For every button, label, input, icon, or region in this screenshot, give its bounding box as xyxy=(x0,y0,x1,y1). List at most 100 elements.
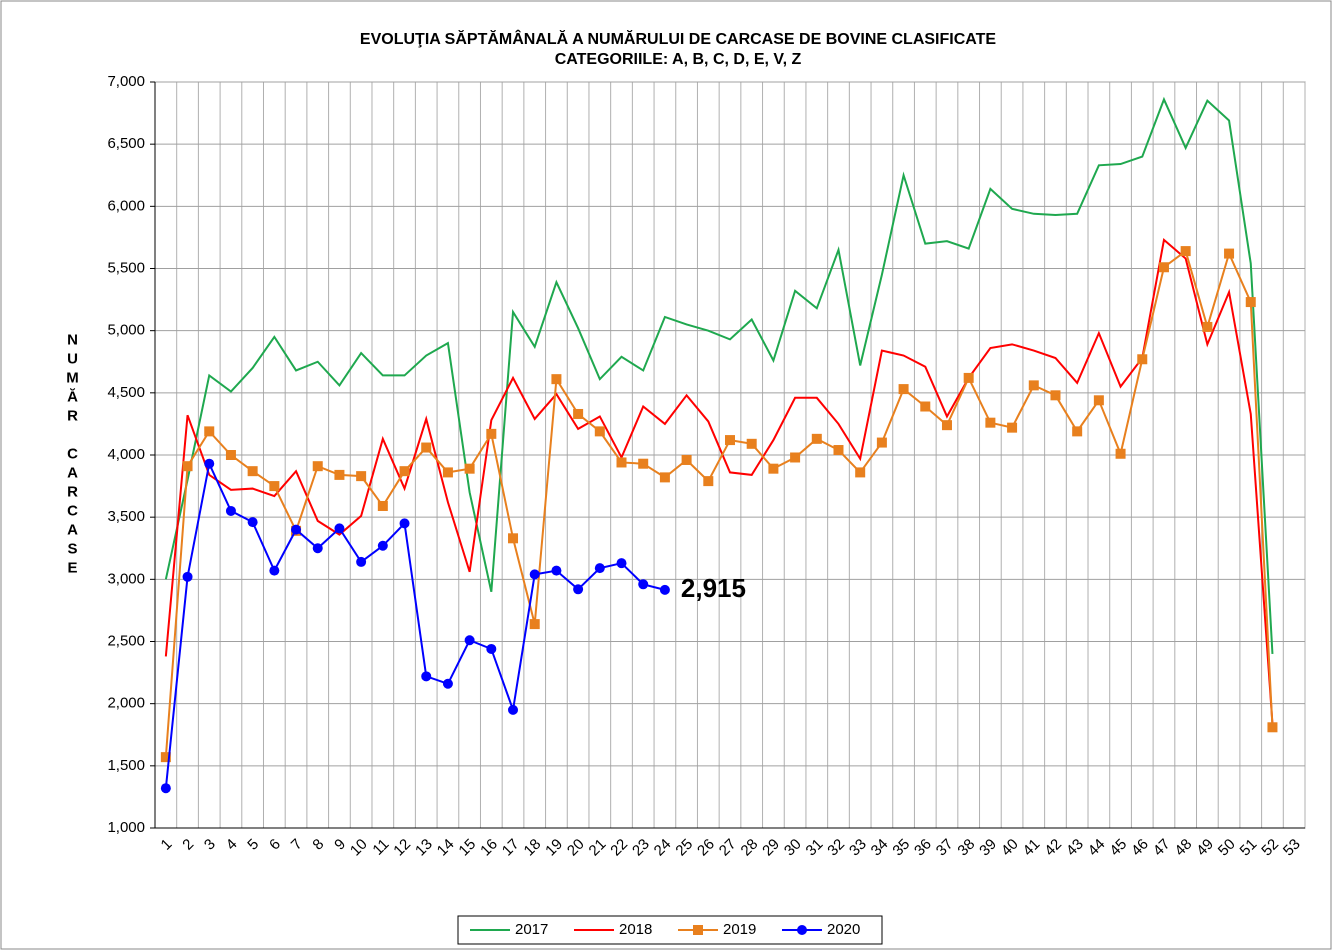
marker xyxy=(1028,380,1039,391)
marker xyxy=(182,571,193,582)
marker xyxy=(1072,426,1083,437)
marker xyxy=(421,671,432,682)
legend-label: 2017 xyxy=(515,921,548,938)
marker xyxy=(334,523,345,534)
legend-label: 2018 xyxy=(619,921,652,938)
marker xyxy=(334,469,345,480)
marker xyxy=(204,458,215,469)
y-tick-label: 6,500 xyxy=(107,135,145,152)
marker xyxy=(920,401,931,412)
marker xyxy=(693,925,703,935)
y-axis-label: NUMĂR CARCASE xyxy=(64,332,81,579)
marker xyxy=(703,476,714,487)
marker xyxy=(356,471,367,482)
marker xyxy=(204,426,215,437)
marker xyxy=(508,704,519,715)
y-tick-label: 1,000 xyxy=(107,819,145,836)
marker xyxy=(855,467,866,478)
marker xyxy=(876,437,887,448)
marker xyxy=(464,463,475,474)
marker xyxy=(508,533,519,544)
series-line xyxy=(164,238,1274,724)
marker xyxy=(442,467,453,478)
marker xyxy=(898,384,909,395)
marker xyxy=(768,463,779,474)
y-tick-label: 2,500 xyxy=(107,632,145,649)
legend-label: 2020 xyxy=(827,921,860,938)
marker xyxy=(421,442,432,453)
marker xyxy=(464,635,475,646)
marker xyxy=(594,426,605,437)
y-tick-label: 3,000 xyxy=(107,570,145,587)
marker xyxy=(681,454,692,465)
marker xyxy=(551,374,562,385)
marker xyxy=(1224,248,1235,259)
marker xyxy=(529,569,540,580)
marker xyxy=(486,428,497,439)
marker xyxy=(1158,262,1169,273)
marker xyxy=(746,438,757,449)
marker xyxy=(312,543,323,554)
y-tick-label: 6,000 xyxy=(107,197,145,214)
marker xyxy=(160,752,171,763)
marker xyxy=(1180,246,1191,257)
marker xyxy=(442,678,453,689)
y-tick-label: 4,500 xyxy=(107,384,145,401)
y-tick-label: 3,500 xyxy=(107,508,145,525)
marker xyxy=(941,420,952,431)
marker xyxy=(247,466,258,477)
marker xyxy=(985,417,996,428)
marker xyxy=(638,579,649,590)
marker xyxy=(291,524,302,535)
y-tick-label: 4,000 xyxy=(107,446,145,463)
y-tick-label: 5,500 xyxy=(107,259,145,276)
series-line xyxy=(164,249,1274,758)
marker xyxy=(269,481,280,492)
chart-subtitle: CATEGORIILE: A, B, C, D, E, V, Z xyxy=(555,51,802,68)
marker xyxy=(1093,395,1104,406)
legend-label: 2019 xyxy=(723,921,756,938)
marker xyxy=(1007,422,1018,433)
marker xyxy=(833,445,844,456)
series-line xyxy=(164,96,1274,654)
marker xyxy=(225,505,236,516)
data-label: 2,915 xyxy=(681,573,746,603)
marker xyxy=(551,565,562,576)
marker xyxy=(638,458,649,469)
y-tick-label: 1,500 xyxy=(107,757,145,774)
marker xyxy=(247,517,258,528)
marker xyxy=(963,372,974,383)
chart-title: EVOLUŢIA SĂPTĂMÂNALĂ A NUMĂRULUI DE CARC… xyxy=(360,29,996,48)
marker xyxy=(269,565,280,576)
marker xyxy=(573,408,584,419)
marker xyxy=(659,584,670,595)
marker xyxy=(659,472,670,483)
marker xyxy=(182,461,193,472)
marker xyxy=(811,433,822,444)
marker xyxy=(1137,354,1148,365)
y-tick-label: 7,000 xyxy=(107,73,145,90)
marker xyxy=(790,452,801,463)
marker xyxy=(1050,390,1061,401)
marker xyxy=(797,925,807,935)
marker xyxy=(377,500,388,511)
marker xyxy=(377,540,388,551)
marker xyxy=(312,461,323,472)
marker xyxy=(616,457,627,468)
marker xyxy=(1245,297,1256,308)
marker xyxy=(529,619,540,630)
marker xyxy=(1202,321,1213,332)
marker xyxy=(160,783,171,794)
marker xyxy=(1267,722,1278,733)
marker xyxy=(616,558,627,569)
y-tick-label: 5,000 xyxy=(107,322,145,339)
marker xyxy=(399,518,410,529)
marker xyxy=(594,563,605,574)
marker xyxy=(725,435,735,446)
marker xyxy=(486,643,497,654)
marker xyxy=(573,584,584,595)
marker xyxy=(225,450,236,460)
marker xyxy=(1115,448,1126,459)
marker xyxy=(399,466,410,477)
